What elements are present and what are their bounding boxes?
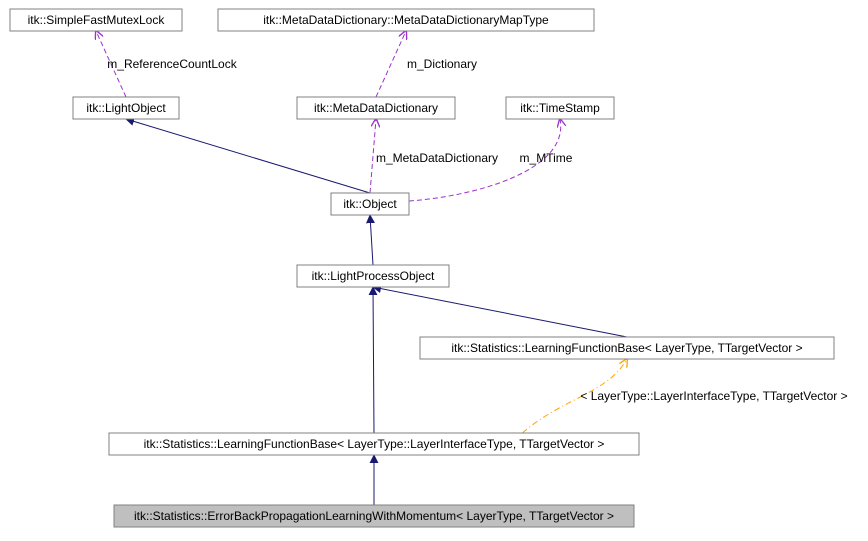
node-lightobject: itk::LightObject xyxy=(73,97,179,119)
edge-label-mtime: m_MTime xyxy=(520,151,573,165)
node-label: itk::Statistics::ErrorBackPropagationLea… xyxy=(134,509,614,523)
node-errorbackprop: itk::Statistics::ErrorBackPropagationLea… xyxy=(114,505,634,527)
edge-metadatadict-metadictmaptype xyxy=(376,31,406,97)
node-label: itk::Statistics::LearningFunctionBase< L… xyxy=(144,437,605,451)
node-lfb_layerinterface: itk::Statistics::LearningFunctionBase< L… xyxy=(109,433,639,455)
node-lightprocess: itk::LightProcessObject xyxy=(297,265,449,287)
node-metadictmaptype: itk::MetaDataDictionary::MetaDataDiction… xyxy=(218,9,594,31)
node-label: itk::Statistics::LearningFunctionBase< L… xyxy=(451,341,802,355)
node-label: itk::MetaDataDictionary xyxy=(314,101,438,115)
node-simplefastmutex: itk::SimpleFastMutexLock xyxy=(10,9,182,31)
edge-lfb_layerinterface-lightprocess xyxy=(373,287,374,433)
node-label: itk::MetaDataDictionary::MetaDataDiction… xyxy=(263,13,549,27)
edge-label-template: < LayerType::LayerInterfaceType, TTarget… xyxy=(580,389,847,403)
node-object: itk::Object xyxy=(331,193,409,215)
class-diagram: itk::SimpleFastMutexLockitk::MetaDataDic… xyxy=(0,0,868,541)
node-label: itk::SimpleFastMutexLock xyxy=(28,13,166,27)
edge-lightprocess-object xyxy=(370,215,373,265)
edge-object-lightobject xyxy=(126,119,370,193)
edge-lfb_layertype-lightprocess xyxy=(373,287,627,337)
node-timestamp: itk::TimeStamp xyxy=(506,97,614,119)
node-label: itk::Object xyxy=(343,197,397,211)
edge-label-refcountlock: m_ReferenceCountLock xyxy=(107,57,237,71)
node-label: itk::LightObject xyxy=(86,101,166,115)
edge-label-metadatadict: m_MetaDataDictionary xyxy=(376,151,498,165)
node-label: itk::LightProcessObject xyxy=(312,269,435,283)
node-metadatadict: itk::MetaDataDictionary xyxy=(297,97,455,119)
node-label: itk::TimeStamp xyxy=(520,101,600,115)
edge-label-dictionary: m_Dictionary xyxy=(407,57,477,71)
node-lfb_layertype: itk::Statistics::LearningFunctionBase< L… xyxy=(420,337,834,359)
